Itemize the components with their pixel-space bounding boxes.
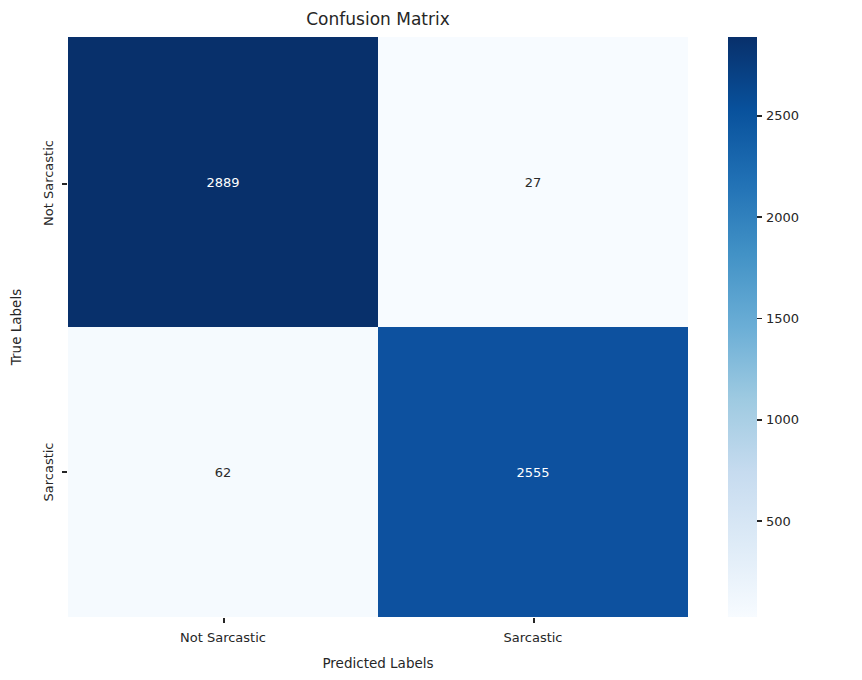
heatmap-cell-true-negative: 2889 <box>68 37 378 327</box>
colorbar-tick-mark <box>757 115 762 117</box>
colorbar-tick-mark <box>757 520 762 522</box>
x-axis-label: Predicted Labels <box>322 655 433 671</box>
x-tick-mark <box>223 618 225 623</box>
colorbar-tick-mark <box>757 318 762 320</box>
x-tick-label-sarcastic: Sarcastic <box>503 630 562 645</box>
chart-title: Confusion Matrix <box>306 9 450 29</box>
y-tick-mark <box>62 471 67 473</box>
x-tick-mark <box>533 618 535 623</box>
colorbar-tick-label: 500 <box>766 514 791 529</box>
heatmap-cell-true-positive: 2555 <box>378 327 688 617</box>
y-tick-mark <box>62 183 67 185</box>
x-tick-label-not-sarcastic: Not Sarcastic <box>180 630 266 645</box>
y-tick-label-not-sarcastic: Not Sarcastic <box>41 140 56 226</box>
heatmap-cell-false-negative: 62 <box>68 327 378 617</box>
colorbar-tick-mark <box>757 419 762 421</box>
colorbar-tick-label: 1000 <box>766 412 799 427</box>
y-axis-label: True Labels <box>8 289 24 365</box>
colorbar-tick-label: 2000 <box>766 210 799 225</box>
confusion-matrix-figure: Confusion Matrix True Labels Predicted L… <box>0 0 862 680</box>
heatmap-cell-false-positive: 27 <box>378 37 688 327</box>
colorbar-tick-mark <box>757 216 762 218</box>
heatmap-grid: 2889 27 62 2555 <box>68 37 688 617</box>
colorbar-tick-label: 2500 <box>766 108 799 123</box>
colorbar <box>728 37 757 617</box>
colorbar-tick-label: 1500 <box>766 311 799 326</box>
colorbar-ticks: 500 1000 1500 2000 2500 <box>757 37 857 617</box>
y-tick-label-sarcastic: Sarcastic <box>41 442 56 501</box>
